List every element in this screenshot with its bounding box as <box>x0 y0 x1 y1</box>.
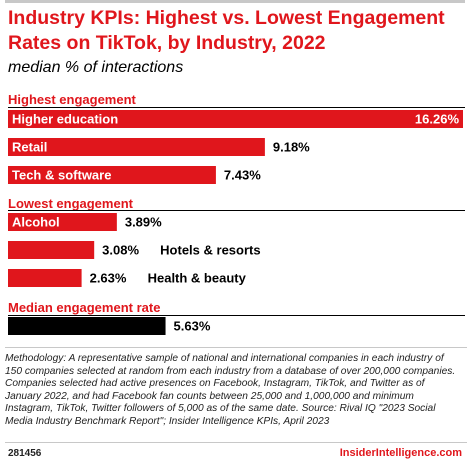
section-label-highest: Highest engagement <box>8 92 136 107</box>
category-label: Hotels & resorts <box>160 243 260 258</box>
section-rule-lowest <box>8 210 465 211</box>
bar-retail <box>8 138 265 156</box>
bar-chart: 16.26% Higher education 9.18% Retail 7.43% Te… <box>8 110 463 335</box>
top-rule <box>5 0 465 3</box>
footer-rule <box>5 442 467 443</box>
section-rule-median <box>8 315 465 316</box>
bar-higher-education <box>8 110 463 128</box>
section-label-lowest: Lowest engagement <box>8 196 133 211</box>
bar-hotels-resorts <box>8 241 95 259</box>
section-rule-highest <box>8 107 465 108</box>
category-label: Health & beauty <box>148 271 247 286</box>
value-label: 3.89% <box>125 215 162 230</box>
category-label: Alcohol <box>12 215 60 230</box>
bar-alcohol <box>8 213 117 231</box>
value-label: 5.63% <box>174 319 211 334</box>
category-label: Retail <box>12 140 47 155</box>
brand-logo-text: InsiderIntelligence.com <box>339 447 462 459</box>
bar-tech-software <box>8 166 216 184</box>
value-label: 2.63% <box>90 271 127 286</box>
chart-subtitle: median % of interactions <box>8 59 184 76</box>
value-label: 16.26% <box>415 112 460 127</box>
category-label: Higher education <box>12 112 118 127</box>
category-label: Tech & software <box>12 168 111 183</box>
section-label-median: Median engagement rate <box>8 300 161 315</box>
bar-health-beauty <box>8 269 82 287</box>
bar-median <box>8 317 166 335</box>
chart-title: Industry KPIs: Highest vs. Lowest Engage… <box>8 7 445 54</box>
methodology-note: Methodology: A representative sample of … <box>5 353 456 427</box>
methodology-rule <box>5 347 467 348</box>
chart-id: 281456 <box>8 448 42 459</box>
value-label: 3.08% <box>102 243 139 258</box>
value-label: 9.18% <box>273 140 310 155</box>
value-label: 7.43% <box>224 168 261 183</box>
